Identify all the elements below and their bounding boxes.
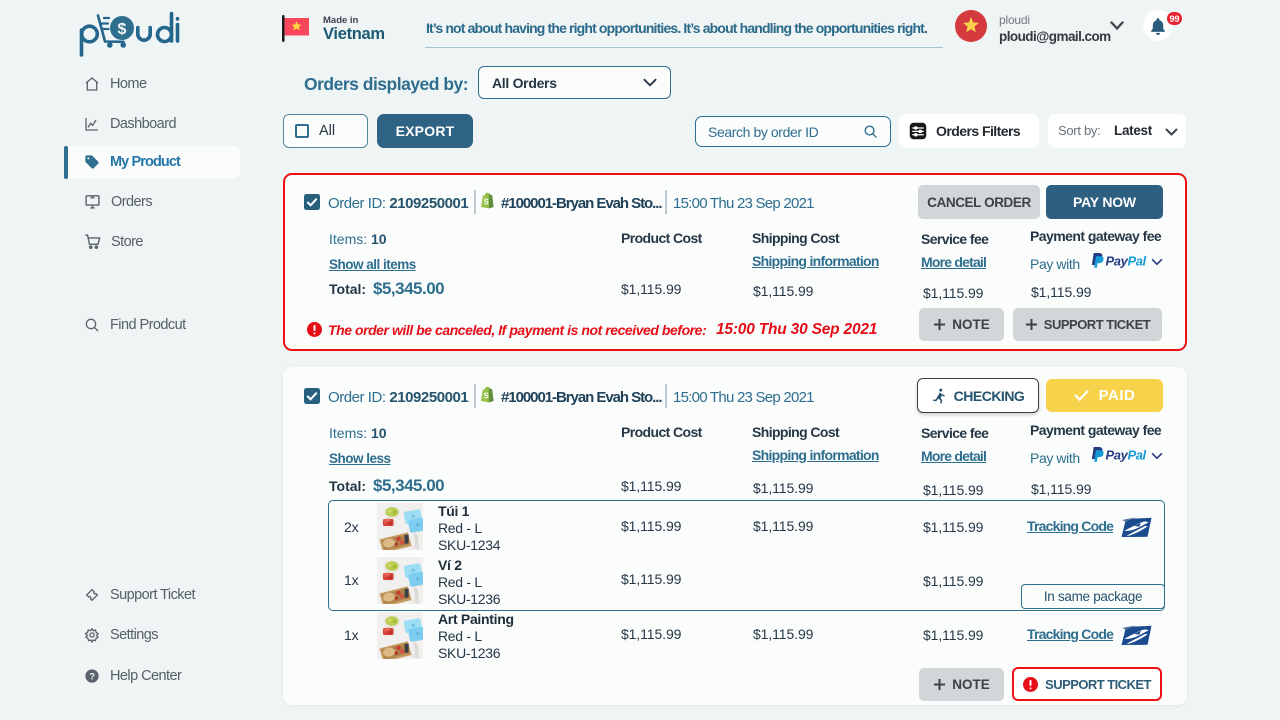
svg-text:S: S — [484, 197, 489, 206]
svg-text:S: S — [484, 391, 489, 400]
svg-text:PayPal: PayPal — [1106, 448, 1147, 463]
svg-text:PayPal: PayPal — [1106, 254, 1147, 269]
svg-text:?: ? — [89, 671, 95, 681]
svg-text:$: $ — [118, 21, 127, 38]
